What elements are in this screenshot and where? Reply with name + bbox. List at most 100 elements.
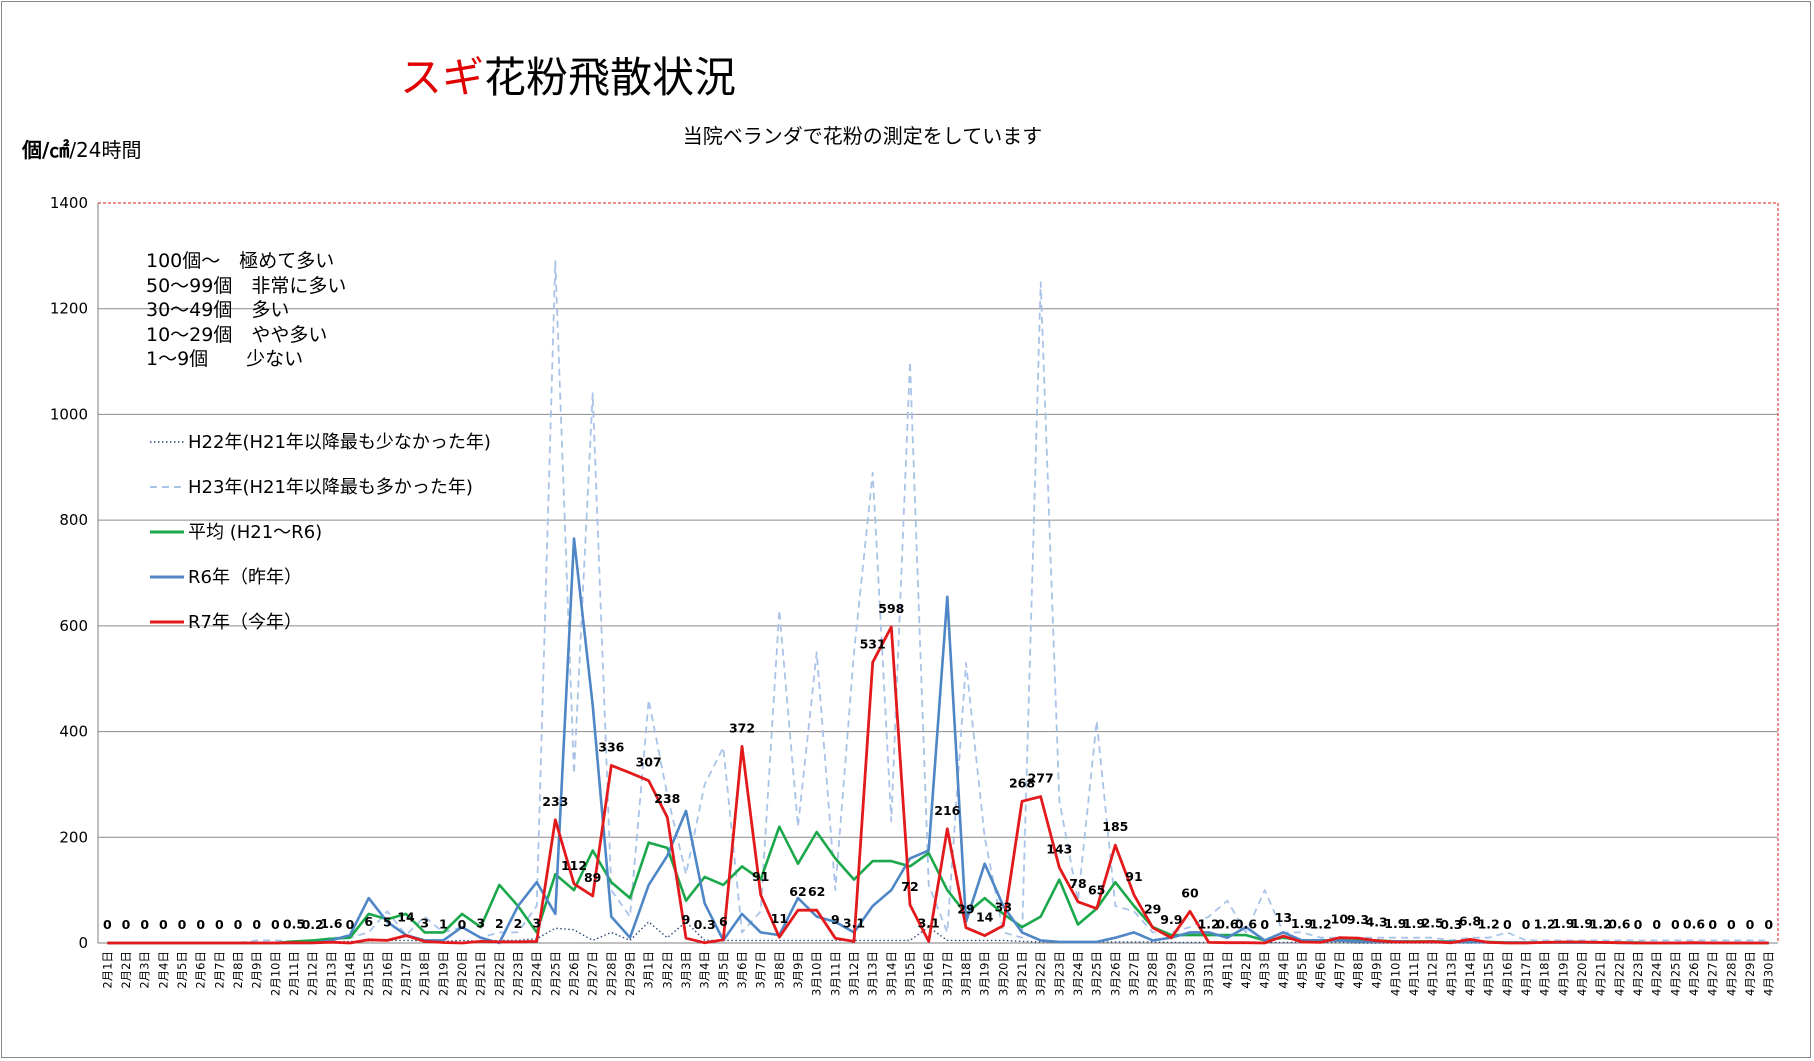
data-label-r7: 0 bbox=[159, 917, 168, 932]
data-label-r7: 0 bbox=[196, 917, 205, 932]
data-label-r7: 0 bbox=[1652, 917, 1661, 932]
data-label-r7: 0 bbox=[215, 917, 224, 932]
x-tick-label: 4月27日 bbox=[1706, 951, 1720, 996]
data-label-r7: 9.9 bbox=[1160, 912, 1182, 927]
data-label-r7: 89 bbox=[584, 870, 601, 885]
data-label-r7: 1.9 bbox=[1571, 916, 1593, 931]
x-tick-label: 3月31日 bbox=[1202, 951, 1216, 996]
data-label-r7: 0.3 bbox=[694, 917, 716, 932]
x-tick-label: 3月30日 bbox=[1183, 951, 1197, 996]
x-tick-label: 4月29日 bbox=[1743, 951, 1757, 996]
legend-swatch-h22 bbox=[150, 441, 184, 443]
x-tick-label: 2月7日 bbox=[212, 951, 226, 989]
data-label-r7: 2.5 bbox=[1422, 916, 1444, 931]
density-level-1: 100個～ 極めて多い bbox=[146, 250, 335, 272]
x-tick-label: 3月29日 bbox=[1164, 951, 1178, 996]
legend-swatch-r6 bbox=[150, 575, 184, 579]
x-tick-label: 2月13日 bbox=[324, 951, 338, 996]
data-label-r7: 0.2 bbox=[302, 917, 324, 932]
data-label-r7: 0.6 bbox=[1683, 917, 1705, 932]
x-tick-label: 4月30日 bbox=[1762, 951, 1776, 996]
density-level-5: 1～9個 少ない bbox=[146, 348, 304, 370]
data-label-r7: 1.6 bbox=[320, 916, 342, 931]
data-label-r7: 1.9 bbox=[1403, 916, 1425, 931]
data-label-r7: 0 bbox=[1746, 917, 1755, 932]
data-label-r7: 0 bbox=[1727, 917, 1736, 932]
x-tick-label: 2月6日 bbox=[194, 951, 208, 989]
x-tick-label: 4月26日 bbox=[1687, 951, 1701, 996]
data-label-r7: 2 bbox=[514, 916, 523, 931]
x-tick-label: 3月1日 bbox=[642, 951, 656, 989]
x-tick-label: 2月2日 bbox=[119, 951, 133, 989]
x-tick-label: 4月21日 bbox=[1594, 951, 1608, 996]
data-label-r7: 0 bbox=[252, 917, 261, 932]
x-tick-label: 3月12日 bbox=[847, 951, 861, 996]
data-label-r7: 598 bbox=[878, 601, 904, 616]
x-tick-label: 3月23日 bbox=[1052, 951, 1066, 996]
data-label-r7: 0.6 bbox=[1235, 917, 1257, 932]
x-tick-label: 4月22日 bbox=[1612, 951, 1626, 996]
data-label-r7: 216 bbox=[934, 803, 960, 818]
x-tick-label: 3月2日 bbox=[660, 951, 674, 989]
legend-label-h23: H23年(H21年以降最も多かった年) bbox=[188, 477, 473, 498]
unit-tail: /24時間 bbox=[69, 138, 142, 162]
x-tick-label: 4月24日 bbox=[1650, 951, 1664, 996]
legend-label-h22: H22年(H21年以降最も少なかった年) bbox=[188, 432, 491, 453]
data-label-r7: 277 bbox=[1028, 771, 1054, 786]
data-label-r7: 1.2 bbox=[1534, 916, 1556, 931]
y-tick-label: 200 bbox=[59, 828, 88, 846]
x-tick-label: 2月26日 bbox=[567, 951, 581, 996]
x-tick-label: 3月13日 bbox=[866, 951, 880, 996]
x-tick-label: 2月5日 bbox=[175, 951, 189, 989]
x-tick-label: 4月10日 bbox=[1388, 951, 1402, 996]
x-tick-label: 3月26日 bbox=[1108, 951, 1122, 996]
x-tick-label: 3月9日 bbox=[791, 951, 805, 989]
x-tick-label: 2月28日 bbox=[604, 951, 618, 996]
x-tick-label: 2月4日 bbox=[156, 951, 170, 989]
x-tick-label: 4月14日 bbox=[1463, 951, 1477, 996]
data-label-r7: 6 bbox=[364, 914, 373, 929]
data-label-r7: 14 bbox=[976, 910, 994, 925]
x-tick-label: 2月18日 bbox=[418, 951, 432, 996]
data-label-r7: 29 bbox=[957, 902, 974, 917]
x-tick-label: 4月12日 bbox=[1426, 951, 1440, 996]
x-tick-label: 2月3日 bbox=[138, 951, 152, 989]
x-tick-label: 4月16日 bbox=[1500, 951, 1514, 996]
x-tick-label: 4月2日 bbox=[1239, 951, 1253, 989]
data-label-r7: 3 bbox=[476, 915, 485, 930]
x-tick-label: 4月6日 bbox=[1314, 951, 1328, 989]
x-tick-label: 2月17日 bbox=[399, 951, 413, 996]
data-label-r7: 9 bbox=[682, 912, 691, 927]
chart-subtitle: 当院ベランダで花粉の測定をしています bbox=[682, 124, 1043, 148]
x-tick-label: 2月12日 bbox=[306, 951, 320, 996]
data-label-r7: 1.9 bbox=[1291, 916, 1313, 931]
legend-label-avg: 平均 (H21～R6) bbox=[188, 522, 323, 543]
x-tick-label: 4月15日 bbox=[1482, 951, 1496, 996]
x-tick-label: 2月24日 bbox=[530, 951, 544, 996]
data-label-r7: 1.2 bbox=[1310, 916, 1332, 931]
data-label-r7: 0 bbox=[178, 917, 187, 932]
data-label-r7: 268 bbox=[1009, 775, 1035, 790]
x-tick-label: 4月5日 bbox=[1295, 951, 1309, 989]
x-tick-label: 2月1日 bbox=[100, 951, 114, 989]
x-tick-label: 3月20日 bbox=[996, 951, 1010, 996]
x-tick-label: 2月8日 bbox=[231, 951, 245, 989]
x-tick-label: 4月17日 bbox=[1519, 951, 1533, 996]
x-tick-label: 4月25日 bbox=[1668, 951, 1682, 996]
data-label-r7: 91 bbox=[752, 869, 769, 884]
data-label-r7: 72 bbox=[901, 879, 918, 894]
y-tick-label: 600 bbox=[59, 617, 88, 635]
legend-label-r6: R6年（昨年） bbox=[188, 567, 302, 588]
x-tick-label: 3月8日 bbox=[772, 951, 786, 989]
data-label-r7: 1.2 bbox=[1478, 916, 1500, 931]
data-label-r7: 4.3 bbox=[1366, 915, 1388, 930]
data-label-r7: 11 bbox=[771, 911, 788, 926]
data-label-r7: 112 bbox=[561, 858, 587, 873]
data-label-r7: 0.6 bbox=[1608, 917, 1630, 932]
x-tick-label: 2月19日 bbox=[436, 951, 450, 996]
data-label-r7: 0 bbox=[1260, 917, 1269, 932]
x-tick-label: 3月4日 bbox=[698, 951, 712, 989]
data-label-r7: 0 bbox=[271, 917, 280, 932]
data-label-r7: 91 bbox=[1125, 869, 1142, 884]
